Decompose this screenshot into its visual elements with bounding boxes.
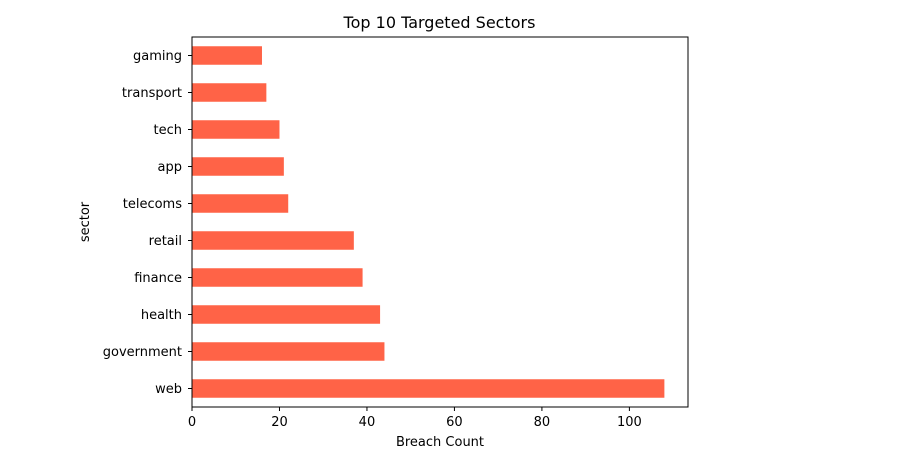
y-tick-label: app bbox=[158, 160, 182, 175]
x-tick-label: 100 bbox=[617, 415, 642, 430]
bar-government bbox=[192, 342, 385, 361]
x-tick-label: 0 bbox=[188, 415, 196, 430]
x-axis-label: Breach Count bbox=[396, 435, 484, 450]
x-tick-label: 40 bbox=[359, 415, 376, 430]
y-tick-label: gaming bbox=[133, 49, 182, 64]
bars-group bbox=[192, 46, 665, 398]
y-tick-label: web bbox=[155, 382, 182, 397]
y-tick-label: finance bbox=[134, 271, 182, 286]
bar-app bbox=[192, 157, 284, 176]
x-tick-label: 20 bbox=[271, 415, 288, 430]
y-tick-label: telecoms bbox=[123, 197, 182, 212]
x-tick-label: 60 bbox=[446, 415, 463, 430]
bar-tech bbox=[192, 120, 280, 139]
bar-gaming bbox=[192, 46, 262, 65]
y-tick-label: retail bbox=[149, 234, 182, 249]
y-tick-label: health bbox=[141, 308, 182, 323]
bar-transport bbox=[192, 83, 267, 102]
bar-web bbox=[192, 379, 665, 398]
bar-finance bbox=[192, 268, 363, 287]
y-tick-label: tech bbox=[154, 123, 182, 138]
chart-title: Top 10 Targeted Sectors bbox=[343, 13, 536, 32]
y-axis-label: sector bbox=[78, 201, 93, 242]
bar-telecoms bbox=[192, 194, 289, 213]
bar-health bbox=[192, 305, 381, 324]
y-tick-label: government bbox=[103, 345, 182, 360]
x-tick-label: 80 bbox=[534, 415, 551, 430]
y-axis-ticks: web government health finance retail telecom… bbox=[103, 49, 192, 397]
x-axis-ticks: 0 20 40 60 80 100 bbox=[188, 407, 642, 430]
y-tick-label: transport bbox=[122, 86, 182, 101]
bar-retail bbox=[192, 231, 354, 250]
plot-frame bbox=[191, 36, 689, 408]
